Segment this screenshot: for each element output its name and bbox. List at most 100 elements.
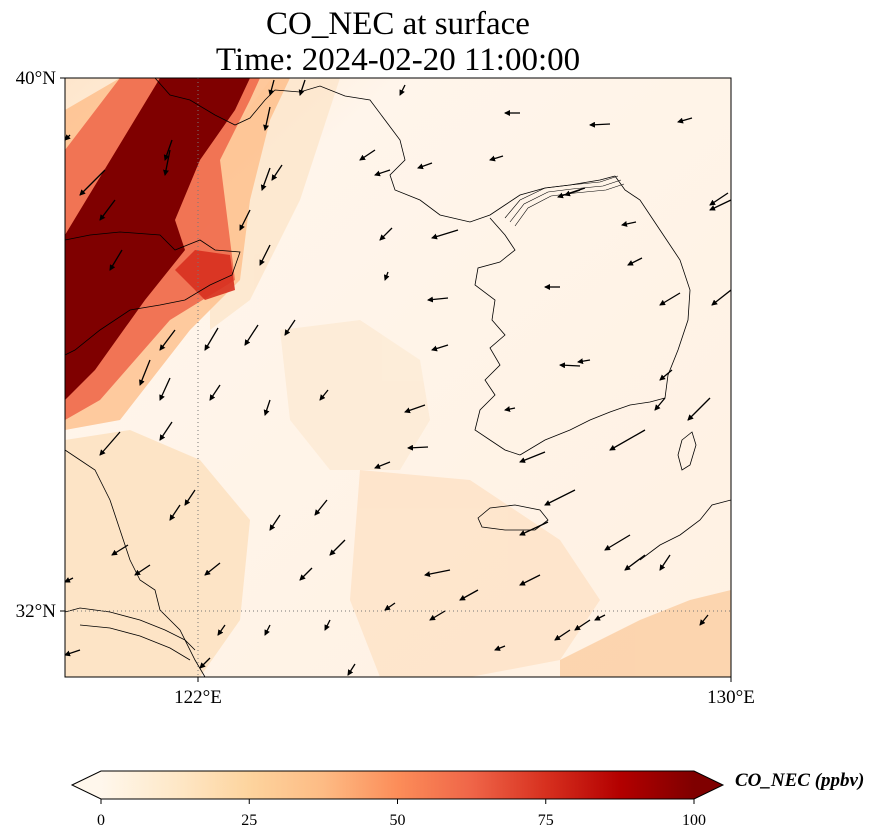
map-gridlines bbox=[65, 78, 731, 677]
wind-arrow bbox=[284, 319, 296, 336]
wind-arrow bbox=[314, 499, 328, 516]
wind-arrow bbox=[604, 534, 631, 551]
wind-arrow bbox=[379, 227, 393, 241]
wind-arrow bbox=[621, 221, 637, 227]
wind-arrow bbox=[624, 554, 646, 571]
wind-arrow bbox=[431, 344, 449, 352]
colorbar-extend-low bbox=[72, 771, 101, 799]
wind-arrow bbox=[65, 134, 71, 141]
wind-arrow bbox=[359, 149, 376, 161]
tsushima-island bbox=[677, 431, 697, 471]
map-subtitle-time: Time: 2024-02-20 11:00:00 bbox=[215, 42, 581, 78]
colorbar-label: CO_NEC (ppbv) bbox=[735, 770, 865, 791]
concentration-field-light bbox=[65, 78, 731, 677]
wind-arrow bbox=[99, 431, 121, 456]
wind-arrow bbox=[329, 539, 346, 556]
wind-arrow bbox=[709, 192, 729, 206]
wind-arrow bbox=[159, 329, 176, 351]
wind-arrow bbox=[559, 362, 581, 369]
wind-arrow bbox=[259, 244, 271, 266]
wind-arrow bbox=[519, 574, 541, 586]
wind-arrow bbox=[677, 117, 693, 124]
shandong-coast bbox=[65, 449, 206, 677]
map-panel[interactable] bbox=[65, 78, 731, 677]
wind-arrow bbox=[564, 189, 581, 197]
wind-arrow bbox=[111, 544, 129, 556]
wind-arrow bbox=[417, 162, 433, 170]
co-plume-secondary bbox=[175, 250, 235, 300]
wind-arrow bbox=[374, 461, 391, 469]
jeju-island bbox=[477, 504, 549, 531]
wind-arrow bbox=[79, 169, 106, 196]
lon-tick-122e: 122°E bbox=[174, 687, 222, 708]
wind-arrow bbox=[204, 562, 221, 576]
wind-arrow bbox=[594, 614, 606, 621]
lon-tick-130e: 130°E bbox=[707, 687, 755, 708]
lat-tick-32n: 32°N bbox=[16, 601, 57, 622]
wind-arrow bbox=[204, 327, 219, 351]
wind-arrow bbox=[319, 389, 329, 401]
kyushu-coast bbox=[639, 499, 731, 561]
colorbar-tick-label: 25 bbox=[241, 812, 257, 829]
wind-arrow bbox=[217, 624, 226, 636]
wind-arrow bbox=[659, 369, 673, 381]
wind-arrow bbox=[519, 521, 549, 536]
wind-arrow bbox=[659, 554, 671, 571]
wind-arrow bbox=[627, 257, 643, 266]
wind-arrow bbox=[431, 229, 459, 240]
wind-arrow bbox=[159, 421, 173, 441]
yangtze-estuary bbox=[65, 607, 196, 651]
wind-arrow bbox=[383, 271, 390, 281]
colorbar-ticks: 0 25 50 75 100 bbox=[97, 799, 706, 829]
wind-arrow bbox=[711, 289, 731, 306]
colorbar-tick-label: 100 bbox=[682, 812, 706, 829]
wind-arrow bbox=[659, 292, 681, 306]
wind-arrow bbox=[163, 139, 173, 161]
wind-arrow bbox=[209, 384, 221, 401]
wind-arrow bbox=[424, 569, 451, 577]
colorbar-tick-label: 50 bbox=[390, 812, 406, 829]
wind-arrow bbox=[159, 377, 171, 401]
wind-arrow bbox=[65, 649, 81, 657]
wind-arrow bbox=[589, 121, 611, 128]
wind-arrow bbox=[519, 451, 546, 463]
wind-arrow bbox=[134, 564, 151, 576]
map-title: CO_NEC at surface bbox=[266, 6, 530, 42]
wind-arrow bbox=[244, 324, 259, 346]
wind-arrow bbox=[263, 106, 271, 131]
colorbar-tick-label: 75 bbox=[538, 812, 554, 829]
wind-arrow bbox=[654, 397, 666, 411]
wind-arrow bbox=[489, 155, 504, 162]
wind-arrow bbox=[554, 629, 571, 641]
wind-arrow bbox=[459, 589, 479, 601]
wind-arrow bbox=[139, 359, 151, 386]
colorbar-tick-label: 0 bbox=[97, 812, 105, 829]
wind-arrow bbox=[184, 489, 196, 506]
korea-east-coast bbox=[614, 175, 691, 399]
korea-west-coast bbox=[474, 217, 521, 456]
wind-arrow bbox=[263, 399, 271, 416]
wind-arrow bbox=[494, 645, 506, 651]
wind-arrow bbox=[299, 567, 313, 581]
wind-arrow bbox=[399, 84, 406, 96]
liaoning-north-coast bbox=[154, 78, 616, 223]
wind-arrow bbox=[65, 577, 74, 583]
wind-arrow bbox=[384, 602, 396, 611]
colorbar-extend-high bbox=[694, 771, 723, 799]
wind-arrow bbox=[268, 79, 275, 96]
wind-arrow bbox=[99, 199, 116, 221]
wind-arrow bbox=[427, 296, 449, 303]
wind-arrow bbox=[407, 444, 429, 451]
korea-south-coast bbox=[519, 397, 666, 456]
wind-arrow bbox=[163, 149, 171, 176]
wind-arrow bbox=[504, 406, 516, 412]
wind-arrow bbox=[264, 624, 271, 636]
wind-arrow bbox=[271, 164, 283, 181]
wind-arrow bbox=[374, 169, 391, 177]
wind-arrow bbox=[324, 619, 331, 631]
wind-arrow bbox=[544, 489, 576, 506]
wind-arrow bbox=[169, 504, 181, 521]
wind-arrow bbox=[609, 429, 646, 451]
